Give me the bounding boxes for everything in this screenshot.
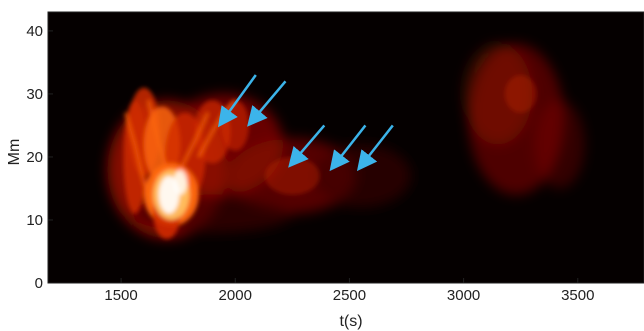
y-axis-title: Mm: [6, 139, 23, 166]
y-tick-label: 40: [26, 23, 43, 40]
x-tick-label: 3000: [447, 287, 480, 304]
emission-glow: [534, 100, 584, 188]
emission-feature: [265, 157, 320, 195]
emission-feature: [222, 100, 249, 150]
x-tick-label: 2000: [219, 287, 252, 304]
y-tick-label: 30: [26, 86, 43, 103]
x-tick-label: 1500: [104, 287, 137, 304]
x-tick-label: 3500: [561, 287, 594, 304]
emission-core: [174, 170, 188, 195]
emission-glow: [311, 144, 411, 207]
y-tick-label: 10: [26, 212, 43, 229]
emission-feature: [505, 75, 537, 113]
y-tick-label: 0: [35, 275, 43, 292]
x-tick-label: 2500: [333, 287, 366, 304]
y-tick-label: 20: [26, 149, 43, 166]
x-axis-title: t(s): [339, 313, 362, 330]
